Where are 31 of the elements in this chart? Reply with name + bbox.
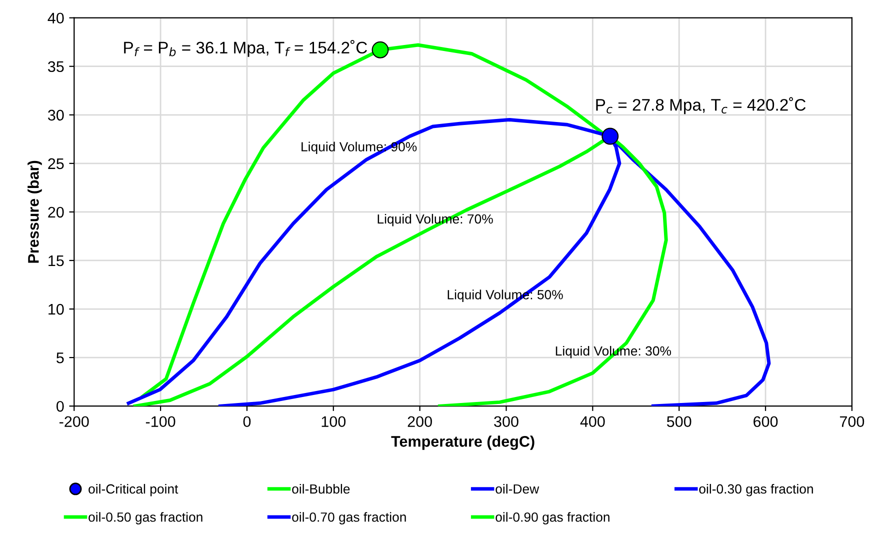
y-axis-title: Pressure (bar) (28, 160, 42, 263)
legend-label: oil-Dew (496, 484, 540, 494)
y-tick-label: 10 (48, 304, 64, 315)
legend-label: oil-0.30 gas fraction (699, 484, 813, 496)
x-tick-label: 0 (243, 416, 251, 428)
y-tick-label: 40 (48, 12, 64, 24)
legend-label: oil-0.90 gas fraction (496, 512, 610, 524)
x-tick-label: 500 (666, 416, 692, 428)
y-tick-label: 25 (48, 158, 64, 170)
y-tick-label: 20 (48, 206, 64, 218)
legend-label: oil-0.70 gas fraction (292, 512, 406, 524)
x-tick-label: 300 (494, 416, 518, 428)
x-axis-title: Temperature (degC) (391, 436, 534, 450)
x-tick-label: 600 (754, 416, 778, 428)
annotation: P$_{f}$ = P$_{b}$ = 36.1 Mpa, T$_{f}$ = 154.2˚C (124, 40, 368, 57)
x-tick-label: 200 (408, 416, 432, 428)
x-tick-label: 400 (580, 416, 605, 428)
annotation: Liquid Volume: 90% (302, 142, 417, 154)
annotation: P$_{c}$ = 27.8 Mpa, T$_{c}$ = 420.2˚C (596, 97, 806, 114)
x-tick-label: -200 (60, 416, 89, 428)
y-tick-label: 5 (56, 352, 64, 364)
legend-label: oil-Critical point (88, 484, 178, 496)
y-tick-label: 15 (48, 256, 64, 266)
x-tick-label: -100 (146, 416, 176, 428)
y-tick-label: 0 (56, 400, 64, 412)
x-tick-label: 100 (322, 416, 346, 428)
x-tick-label: 700 (840, 416, 864, 428)
legend-label: oil-0.50 gas fraction (88, 512, 202, 524)
y-tick-label: 30 (48, 110, 64, 121)
y-tick-label: 35 (48, 61, 64, 72)
legend-label: oil-Bubble (292, 484, 350, 494)
